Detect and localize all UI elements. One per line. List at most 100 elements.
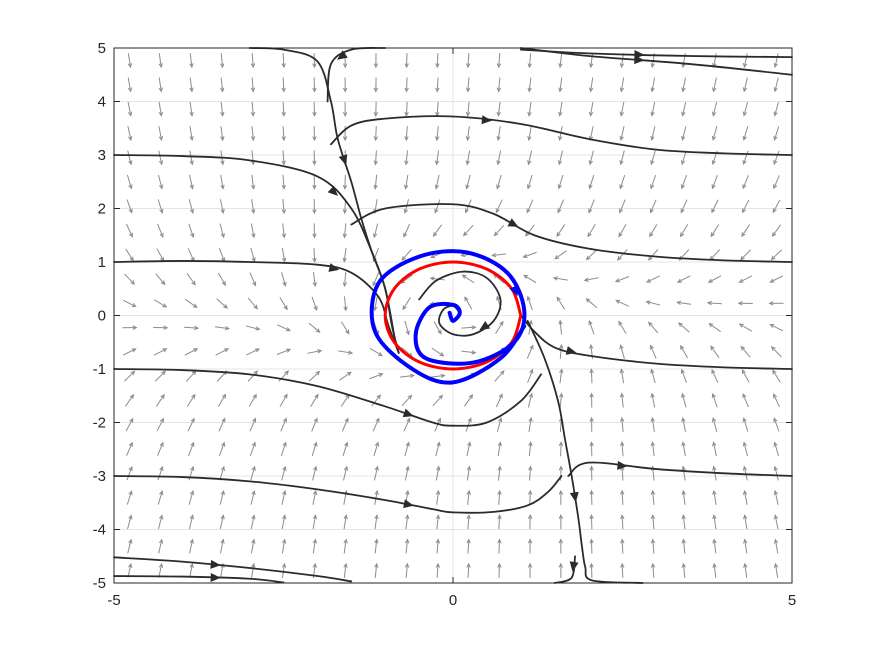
vector-arrow-head (497, 538, 502, 544)
vector-arrow (281, 101, 286, 117)
vector-arrow-head (404, 538, 410, 544)
vector-arrow-shaft (774, 490, 779, 505)
vector-arrow (619, 126, 625, 142)
vector-arrow (404, 53, 409, 69)
vector-arrow-head (496, 184, 501, 190)
vector-arrow-head (220, 111, 225, 117)
vector-arrow-head (558, 63, 563, 69)
vector-arrow-head (743, 538, 748, 544)
vector-arrow (215, 348, 230, 356)
vector-arrow-shaft (311, 418, 318, 432)
vector-arrow-shaft (742, 199, 750, 213)
vector-arrow (558, 538, 564, 554)
vector-arrow-head (528, 416, 533, 422)
vector-arrow-head (435, 538, 441, 544)
vector-arrow-head (619, 184, 624, 190)
vector-arrow-shaft (219, 199, 224, 214)
vector-arrow-head (588, 87, 594, 93)
vector-arrow (554, 250, 567, 260)
streamline-arrowhead (210, 572, 221, 582)
vector-arrow-shaft (220, 126, 224, 141)
vector-arrow (496, 150, 502, 166)
streamline-arrowhead (479, 321, 491, 331)
vector-arrow-head (189, 490, 195, 496)
vector-arrow-shaft (157, 223, 164, 238)
vector-arrow (773, 514, 779, 530)
vector-arrow-head (430, 254, 436, 259)
vector-arrow-shaft (247, 370, 258, 382)
vector-arrow-head (558, 135, 563, 142)
vector-arrow-head (558, 465, 564, 471)
vector-arrow-head (252, 393, 257, 399)
vector-arrow-shaft (184, 326, 199, 329)
vector-arrow (188, 223, 195, 239)
vector-arrow (312, 538, 318, 554)
vector-arrow (558, 77, 563, 93)
vector-arrow-head (376, 394, 381, 400)
vector-arrow (155, 393, 165, 407)
vector-arrow-shaft (126, 466, 133, 481)
vector-arrow-head (496, 87, 502, 93)
vector-arrow-shaft (528, 77, 532, 92)
vector-arrow-shaft (218, 247, 225, 262)
vector-arrow-head (614, 278, 621, 283)
vector-arrow (435, 77, 440, 93)
vector-arrow-shaft (712, 442, 717, 457)
vector-arrow (220, 77, 225, 93)
vector-arrow-head (460, 252, 466, 258)
vector-arrow-head (527, 514, 533, 520)
vector-arrow (711, 392, 718, 408)
vector-arrow-head (738, 278, 744, 283)
vector-arrow-shaft (557, 199, 565, 213)
vector-arrow-shaft (652, 539, 655, 554)
vector-arrow-head (163, 325, 169, 330)
vector-arrow-head (312, 538, 318, 544)
vector-arrow-shaft (312, 539, 316, 554)
vector-arrow-head (409, 373, 415, 379)
vector-arrow-head (221, 417, 226, 423)
vector-arrow-head (346, 371, 352, 377)
x-tick-label: 0 (449, 592, 457, 609)
vector-arrow (251, 562, 256, 578)
vector-arrow-head (343, 562, 348, 568)
vector-arrow-shaft (249, 418, 256, 432)
vector-arrow (773, 562, 779, 578)
vector-arrow-shaft (217, 272, 226, 286)
vector-arrow (343, 465, 349, 481)
vector-arrow (620, 489, 625, 505)
vector-arrow-head (130, 370, 136, 376)
vector-arrow-head (251, 465, 256, 471)
vector-arrow-shaft (467, 563, 470, 578)
vector-arrow-shaft (651, 393, 656, 408)
vector-arrow-shaft (743, 150, 749, 165)
y-tick-label: 3 (98, 147, 106, 164)
vector-arrow-head (220, 63, 225, 69)
vector-arrow (650, 77, 656, 93)
vector-arrow-head (313, 465, 318, 471)
streamline-arrowhead (509, 285, 518, 296)
vector-arrow (497, 562, 502, 578)
vector-arrow (373, 53, 379, 69)
vector-arrow-shaft (189, 563, 193, 578)
vector-arrow (742, 441, 748, 457)
vector-arrow-head (220, 160, 225, 166)
vector-arrow (342, 247, 347, 263)
vector-arrow (124, 393, 135, 407)
vector-arrow (189, 126, 194, 142)
streamline (519, 314, 793, 370)
vector-arrow-shaft (374, 563, 378, 578)
vector-arrow-head (435, 136, 440, 142)
vector-arrow (708, 322, 721, 333)
vector-arrow (308, 370, 321, 382)
vector-arrow-head (680, 160, 686, 166)
vector-arrow (743, 562, 748, 578)
vector-arrow-head (127, 63, 133, 69)
vector-arrow-head (467, 417, 472, 423)
vector-arrow-shaft (621, 466, 624, 481)
vector-arrow (404, 77, 409, 93)
vector-arrow (246, 348, 261, 356)
vector-arrow-head (770, 346, 776, 351)
vector-arrow-shaft (553, 277, 568, 281)
streamline-arrowhead (565, 346, 577, 355)
vector-arrow-shaft (774, 515, 779, 530)
